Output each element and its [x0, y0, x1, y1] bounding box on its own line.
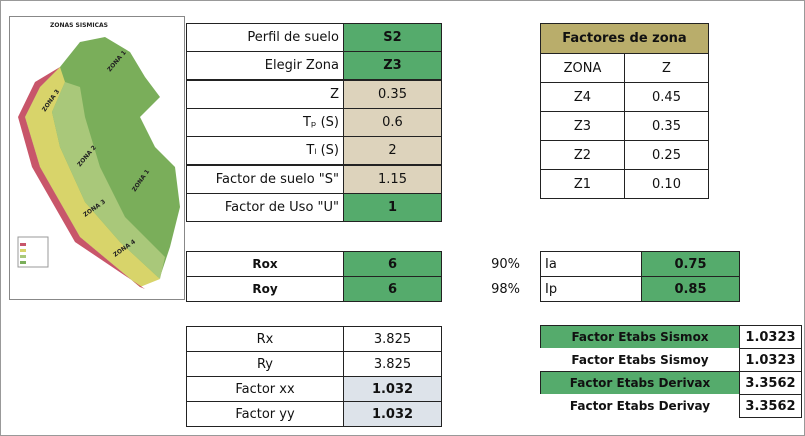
factor-label: Factor xx — [186, 376, 344, 402]
param-label: Factor de suelo "S" — [186, 165, 344, 194]
param-value: Z3 — [343, 51, 442, 80]
zone-cell: Z3 — [540, 111, 625, 141]
factor-label: Ry — [186, 351, 344, 377]
etabs-value: 1.0323 — [739, 325, 802, 349]
param-value: 0.6 — [343, 108, 442, 137]
zone-2-area — [52, 82, 165, 279]
etabs-label: Factor Etabs Derivax — [540, 371, 740, 395]
zone-3-area — [25, 67, 160, 287]
factor-value: 3.825 — [343, 351, 442, 377]
param-label: Factor de Uso "U" — [186, 193, 344, 222]
legend — [17, 236, 49, 268]
etabs-value: 3.3562 — [739, 371, 802, 395]
param-value: 2 — [343, 136, 442, 165]
zone-cell: 0.10 — [624, 169, 709, 199]
r-value: 6 — [343, 276, 442, 302]
i-value: 0.85 — [641, 276, 740, 302]
r-percent: 90% — [453, 251, 524, 277]
etabs-value: 1.0323 — [739, 348, 802, 372]
zone-title: Factores de zona — [540, 23, 709, 54]
i-value: 0.75 — [641, 251, 740, 277]
r-percent: 98% — [453, 276, 524, 302]
zone-cell: 0.25 — [624, 140, 709, 170]
param-value: 0.35 — [343, 80, 442, 109]
etabs-value: 3.3562 — [739, 394, 802, 418]
param-label: Elegir Zona — [186, 51, 344, 80]
zone-cell: Z2 — [540, 140, 625, 170]
param-value: 1 — [343, 193, 442, 222]
param-label: Perfil de suelo — [186, 23, 344, 52]
param-label: Z — [186, 80, 344, 109]
map-title: ZONAS SISMICAS — [50, 22, 108, 29]
i-label: Ia — [540, 251, 642, 277]
r-label: Roy — [186, 276, 344, 302]
i-label: Ip — [540, 276, 642, 302]
factor-value: 1.032 — [343, 376, 442, 402]
etabs-label: Factor Etabs Sismoy — [540, 348, 740, 372]
param-label: Tₚ (S) — [186, 108, 344, 137]
zone-header: ZONA — [540, 53, 625, 83]
r-label: Rox — [186, 251, 344, 277]
zone-4-area — [18, 67, 145, 289]
factor-value: 3.825 — [343, 326, 442, 352]
zone-cell: Z1 — [540, 169, 625, 199]
zone-cell: 0.45 — [624, 82, 709, 112]
zone-cell: 0.35 — [624, 111, 709, 141]
factor-value: 1.032 — [343, 401, 442, 427]
param-label: Tₗ (S) — [186, 136, 344, 165]
r-value: 6 — [343, 251, 442, 277]
factor-label: Rx — [186, 326, 344, 352]
zone-header: Z — [624, 53, 709, 83]
factor-label: Factor yy — [186, 401, 344, 427]
param-value: S2 — [343, 23, 442, 52]
zone-cell: Z4 — [540, 82, 625, 112]
param-value: 1.15 — [343, 165, 442, 194]
etabs-label: Factor Etabs Derivay — [540, 394, 740, 418]
etabs-label: Factor Etabs Sismox — [540, 325, 740, 349]
